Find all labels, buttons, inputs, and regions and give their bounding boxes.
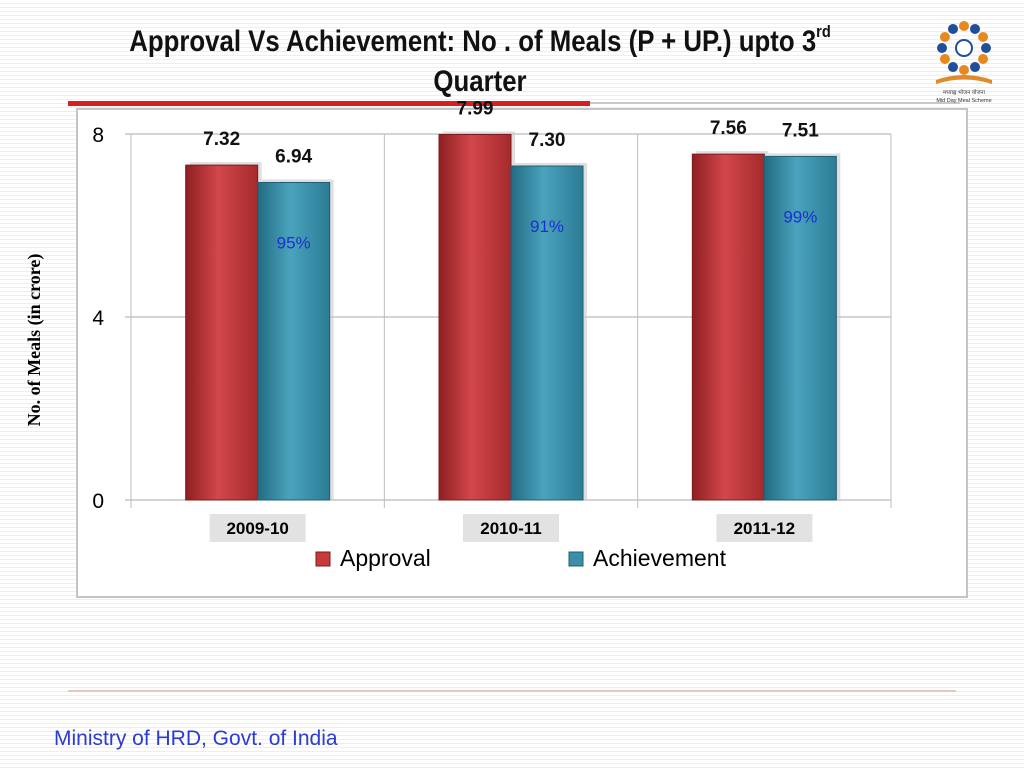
logo-figure-icon	[939, 54, 950, 64]
footer-divider	[68, 690, 956, 692]
bar-achievement-2009-10	[257, 181, 331, 501]
logo-center-icon	[955, 39, 973, 57]
value-label-approval: 7.32	[203, 129, 240, 150]
value-label-achievement: 7.51	[782, 120, 819, 141]
bar-approval-2010-11	[438, 133, 512, 501]
value-label-achievement: 7.30	[529, 130, 566, 151]
chart-bars	[185, 131, 841, 501]
logo-text-english: Mid Day Meal Scheme	[936, 98, 991, 104]
bar-approval-2011-12	[691, 153, 765, 501]
value-label-approval: 7.99	[457, 98, 494, 119]
logo-figure-icon	[981, 43, 991, 53]
logo-book-icon	[936, 75, 992, 84]
title-superscript: rd	[816, 22, 831, 41]
y-tick-label: 8	[92, 124, 104, 147]
legend-swatch-0	[315, 551, 331, 567]
legend-swatch-1	[568, 551, 584, 567]
category-label: 2010-11	[480, 519, 541, 538]
category-label-box	[463, 514, 559, 542]
logo-figure-icon	[978, 54, 989, 64]
category-label: 2011-12	[734, 519, 795, 538]
title-main: Approval Vs Achievement: No . of Meals (…	[129, 25, 817, 58]
y-axis-title: No. of Meals (in crore)	[24, 254, 45, 427]
logo-figure-icon	[970, 23, 980, 34]
logo-figure-icon	[939, 32, 950, 42]
logo-figures-ring	[937, 21, 991, 75]
y-tick-label: 0	[92, 490, 104, 513]
bar-chart: 0 4 8 7.32 6.94 95% 2009-10 7.99 7.30 91% 2010-11…	[24, 98, 892, 571]
bar-approval-2009-10	[185, 164, 259, 501]
chart-container: 0 4 8 7.32 6.94 95% 2009-10 7.99 7.30 91% 2010-11…	[24, 98, 968, 598]
y-tick-label: 4	[92, 307, 104, 330]
percent-label: 99%	[783, 207, 817, 226]
mid-day-meal-logo: मध्याह्न भोजन योजना Mid Day Meal Scheme	[936, 21, 992, 104]
chart-legend: Approval Achievement	[315, 545, 727, 571]
category-label: 2009-10	[226, 519, 288, 538]
logo-figure-icon	[959, 21, 969, 31]
logo-figure-icon	[970, 62, 980, 73]
logo-text-hindi: मध्याह्न भोजन योजना	[943, 89, 986, 96]
percent-label: 91%	[530, 217, 564, 236]
percent-label: 95%	[277, 233, 311, 252]
title-line2: Quarter	[433, 65, 527, 98]
footer-text: Ministry of HRD, Govt. of India	[54, 727, 338, 750]
category-label-box	[209, 514, 306, 542]
title-underline-red	[68, 101, 590, 106]
legend-label-1: Achievement	[593, 545, 727, 571]
legend-label-0: Approval	[340, 545, 431, 571]
logo-figure-icon	[937, 43, 947, 53]
value-label-achievement: 6.94	[275, 146, 312, 167]
slide-title: Approval Vs Achievement: No . of Meals (…	[102, 22, 859, 102]
title-underline-grey	[590, 102, 960, 104]
chart-labels: 7.32 6.94 95% 2009-10 7.99 7.30 91% 2010-11 7.56…	[203, 98, 819, 542]
logo-figure-icon	[959, 65, 969, 75]
logo-figure-icon	[978, 32, 989, 42]
bar-achievement-2011-12	[763, 155, 837, 501]
logo-figure-icon	[948, 62, 958, 73]
category-label-box	[716, 514, 813, 542]
logo-figure-icon	[948, 23, 958, 34]
value-label-approval: 7.56	[710, 118, 747, 139]
bar-achievement-2010-11	[510, 165, 584, 501]
